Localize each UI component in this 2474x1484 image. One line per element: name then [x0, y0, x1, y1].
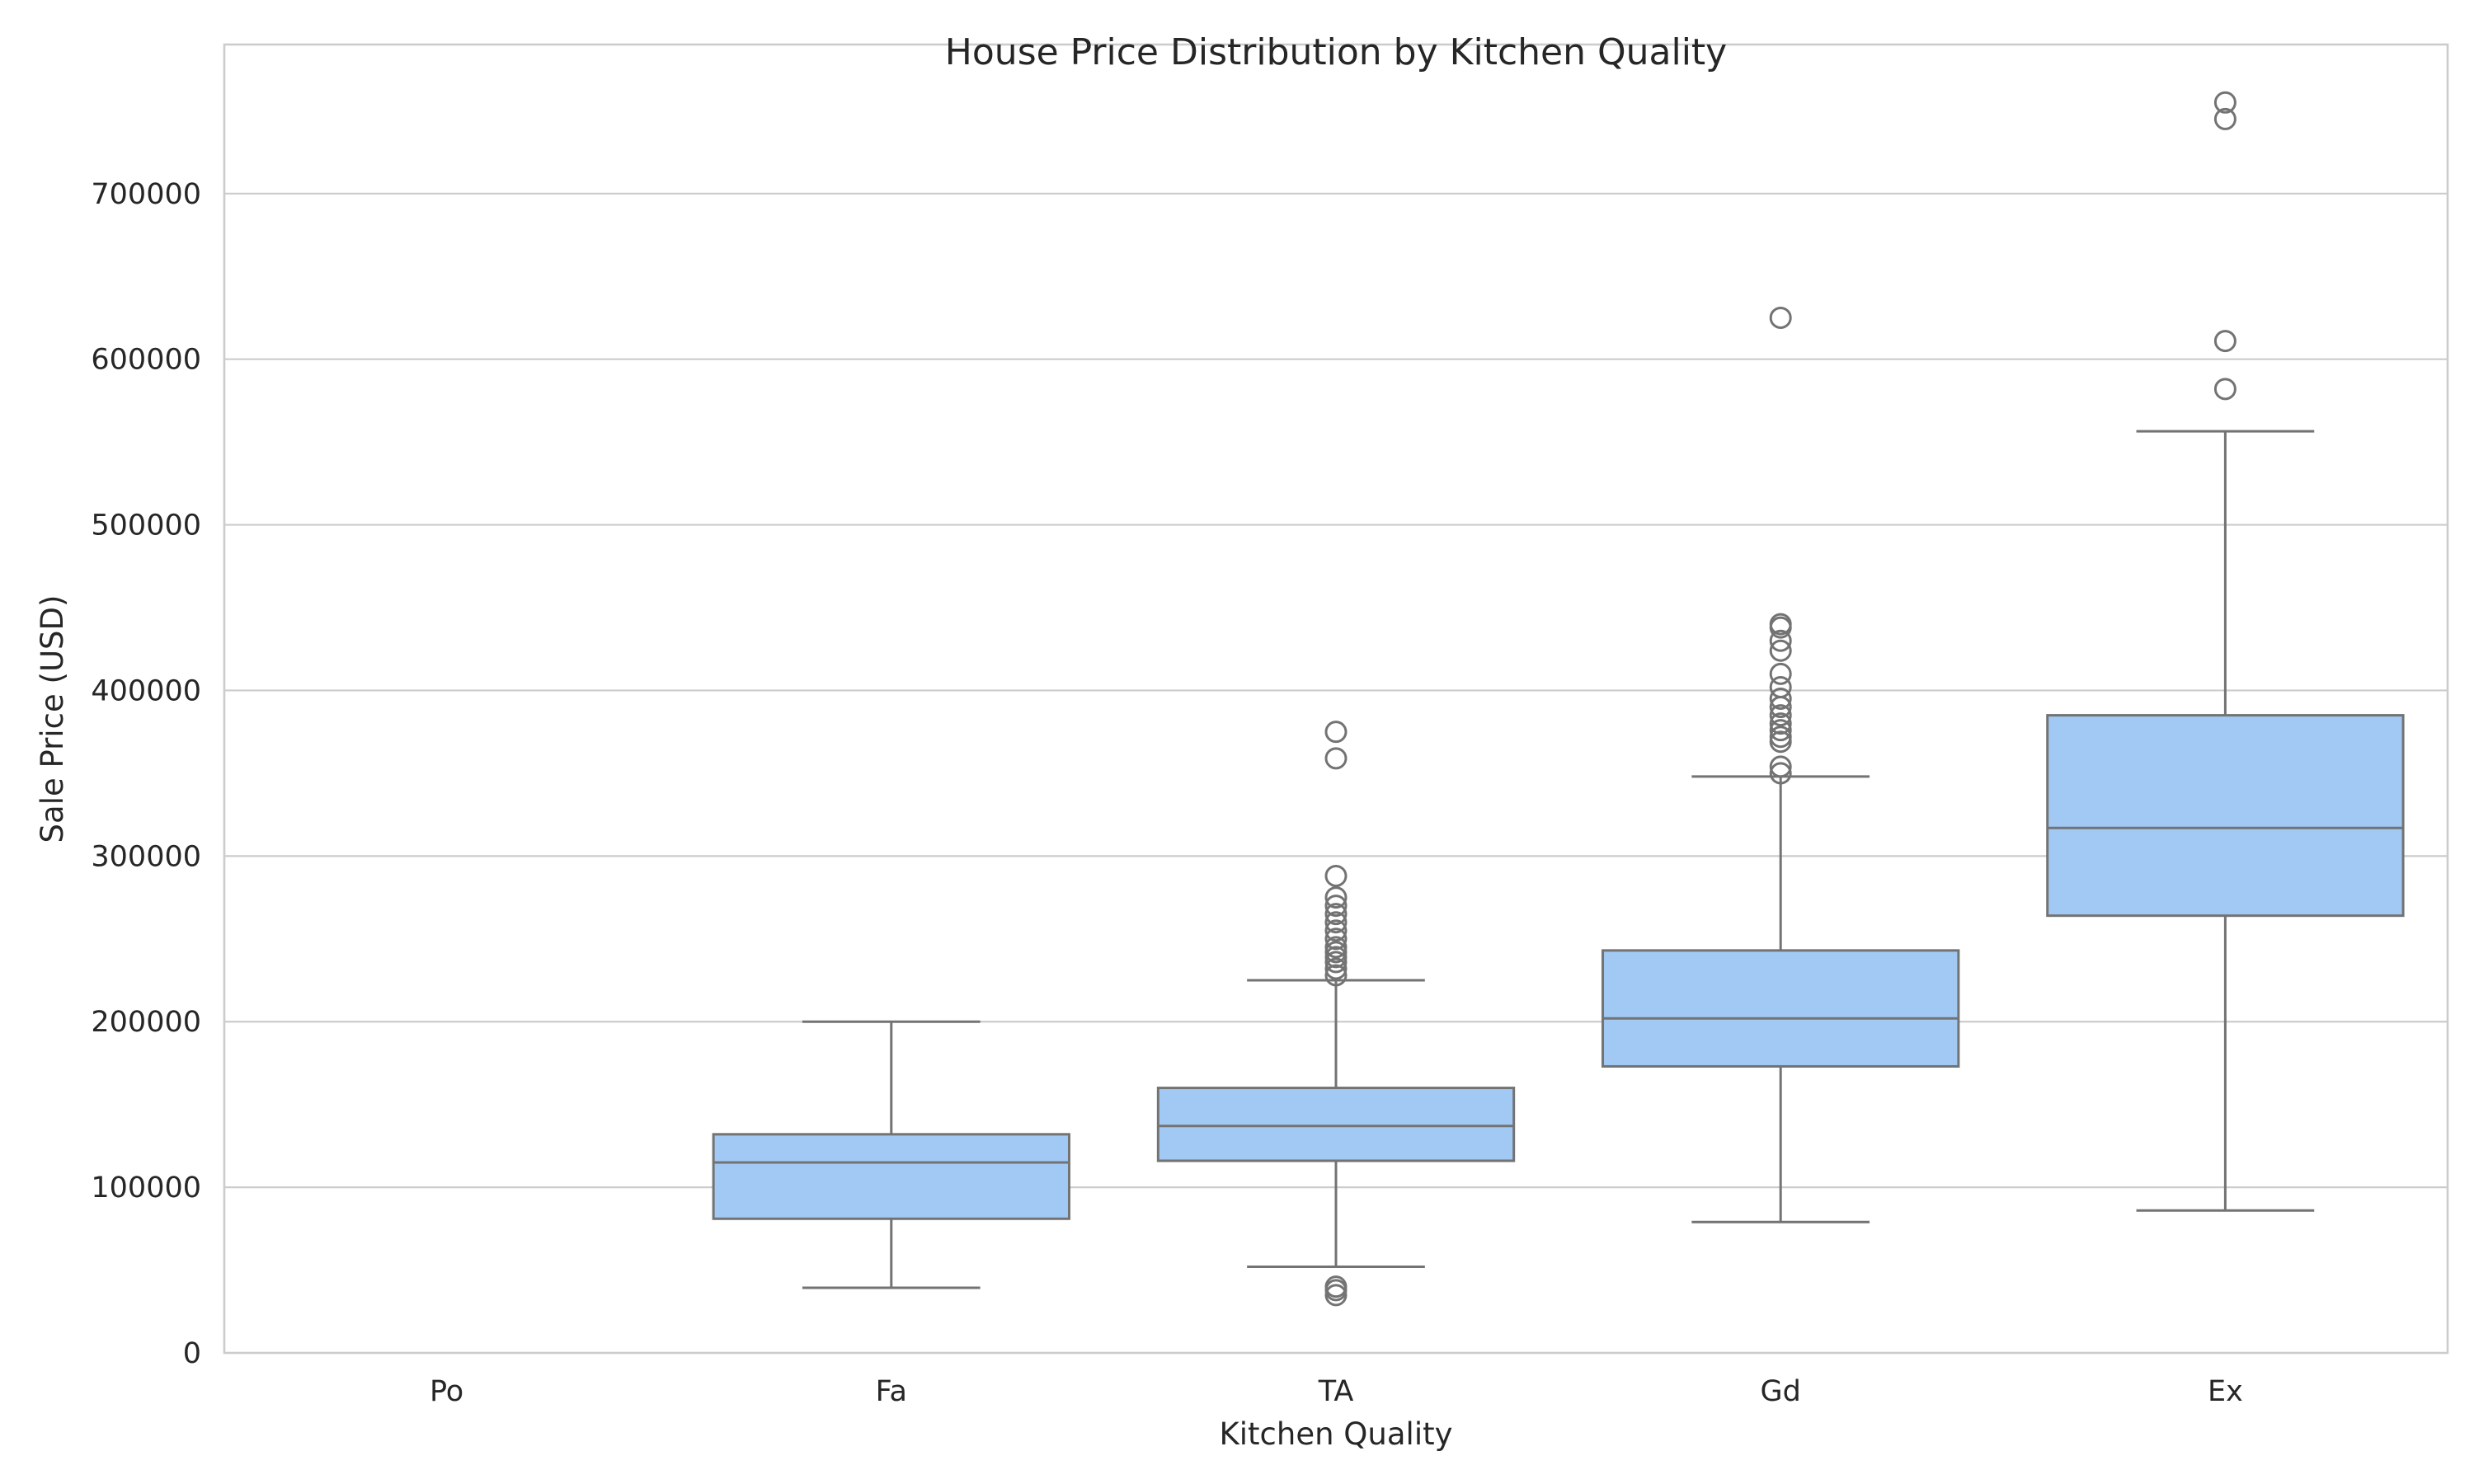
- y-tick-label: 200000: [91, 1006, 201, 1039]
- outlier-point: [1324, 911, 1348, 934]
- chart-title: House Price Distribution by Kitchen Qual…: [945, 31, 1727, 73]
- boxes: [712, 91, 2405, 1307]
- y-tick-label: 500000: [91, 510, 201, 542]
- box-group-gd: [1602, 306, 1960, 1223]
- outlier-point: [1769, 719, 1792, 742]
- outlier-point: [1324, 928, 1348, 951]
- iqr-box: [712, 1133, 1070, 1220]
- outlier-point: [1324, 936, 1348, 959]
- x-tick-label: TA: [1318, 1375, 1354, 1408]
- x-tick-label: Po: [430, 1375, 463, 1408]
- outlier-point: [2213, 91, 2236, 114]
- outlier-point: [1769, 762, 1792, 785]
- x-tick-label: Gd: [1761, 1375, 1801, 1408]
- outlier-point: [1324, 747, 1348, 770]
- outlier-point: [1769, 613, 1792, 636]
- y-tick-label: 100000: [91, 1172, 201, 1205]
- plot-area-border: [223, 43, 2449, 1355]
- iqr-box: [1156, 1087, 1516, 1162]
- outlier-point: [1324, 919, 1348, 942]
- y-tick-labels: 0 100000 200000 300000 400000 500000 600000 700…: [91, 178, 201, 1370]
- outlier-point: [1324, 895, 1348, 918]
- box-group-ex: [2046, 91, 2405, 1212]
- y-tick-label: 600000: [91, 344, 201, 377]
- outlier-point: [1769, 688, 1792, 710]
- outlier-point: [1769, 639, 1792, 662]
- iqr-box: [2046, 714, 2405, 918]
- outlier-point: [1769, 629, 1792, 652]
- outlier-point: [1324, 1275, 1348, 1298]
- box-group-ta: [1156, 721, 1516, 1307]
- y-tick-label: 0: [183, 1337, 201, 1370]
- outlier-point: [1769, 712, 1792, 735]
- x-axis-label: Kitchen Quality: [1219, 1416, 1452, 1452]
- outlier-point: [1324, 864, 1348, 887]
- outlier-point: [2213, 378, 2236, 401]
- x-tick-label: Ex: [2208, 1375, 2243, 1408]
- outlier-point: [1324, 721, 1348, 744]
- plot-frame: [223, 43, 2449, 1355]
- iqr-box: [1602, 949, 1960, 1068]
- x-tick-label: Fa: [876, 1375, 907, 1408]
- outlier-point: [1324, 903, 1348, 926]
- outlier-point: [1769, 726, 1792, 749]
- outlier-point: [1324, 964, 1348, 987]
- box-group-fa: [712, 1020, 1070, 1289]
- outlier-point: [1324, 886, 1348, 909]
- y-tick-label: 700000: [91, 178, 201, 211]
- outlier-point: [1769, 662, 1792, 685]
- outlier-point: [1324, 957, 1348, 980]
- y-tick-label: 400000: [91, 674, 201, 707]
- outlier-point: [1769, 306, 1792, 329]
- x-tick-labels: Po Fa TA Gd Ex: [430, 1375, 2243, 1408]
- outlier-point: [1769, 704, 1792, 727]
- outlier-point: [2213, 330, 2236, 353]
- y-tick-label: 300000: [91, 840, 201, 873]
- outlier-point: [1769, 675, 1792, 698]
- outlier-point: [2213, 107, 2236, 130]
- y-axis-label: Sale Price (USD): [35, 595, 70, 843]
- outlier-point: [1769, 755, 1792, 778]
